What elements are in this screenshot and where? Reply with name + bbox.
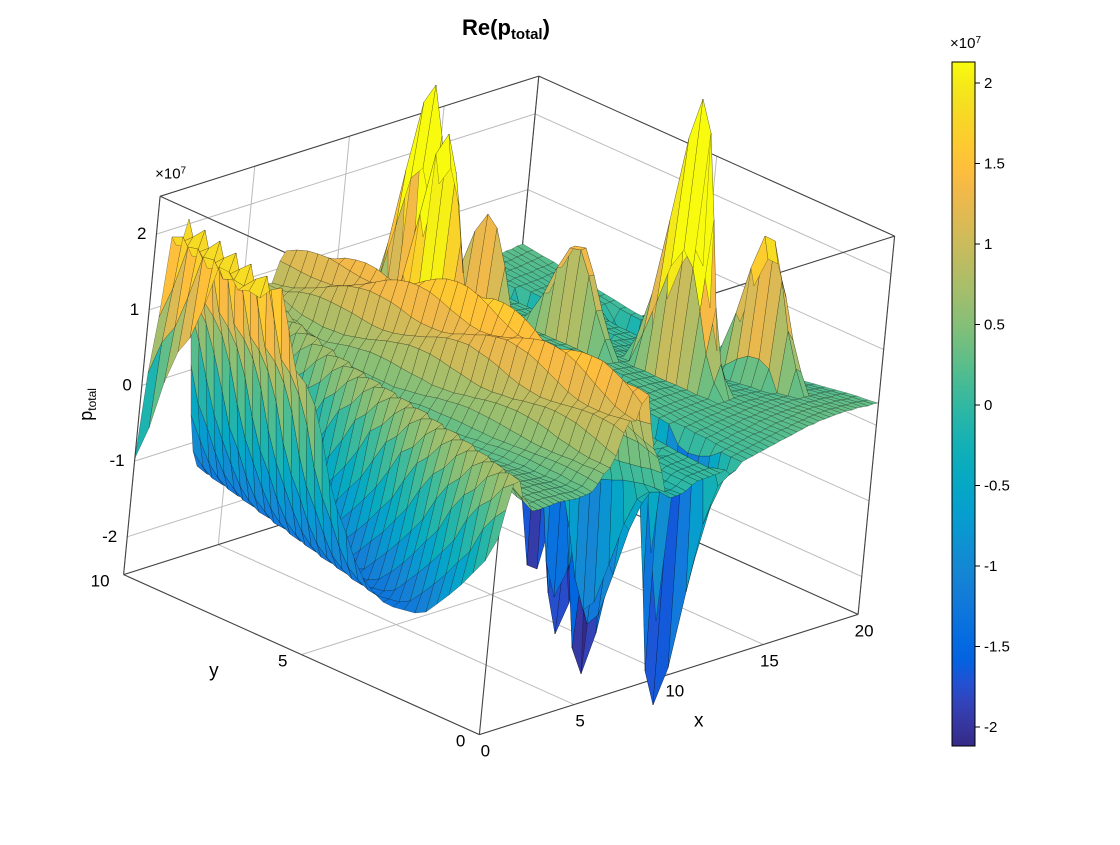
svg-text:-1.5: -1.5 [984,639,1010,656]
svg-text:-1: -1 [984,558,997,575]
svg-text:5: 5 [575,712,584,731]
svg-text:y: y [209,661,219,682]
svg-text:1.5: 1.5 [984,156,1005,173]
svg-text:2: 2 [984,75,992,92]
svg-text:x: x [694,711,704,732]
svg-text:10: 10 [665,682,684,701]
svg-text:-2: -2 [102,527,117,546]
svg-text:1: 1 [984,236,992,253]
svg-text:2: 2 [137,224,146,243]
svg-text:15: 15 [760,652,779,671]
svg-text:0: 0 [122,375,131,394]
svg-text:-0.5: -0.5 [984,478,1010,495]
svg-text:1: 1 [130,300,139,319]
svg-text:10: 10 [91,572,110,591]
svg-text:-2: -2 [984,719,997,736]
svg-text:5: 5 [278,652,287,671]
svg-text:0: 0 [481,742,490,761]
svg-text:20: 20 [855,621,874,640]
svg-text:0: 0 [984,397,992,414]
svg-text:0.5: 0.5 [984,317,1005,334]
svg-text:-1: -1 [109,451,124,470]
svg-text:0: 0 [456,732,465,751]
